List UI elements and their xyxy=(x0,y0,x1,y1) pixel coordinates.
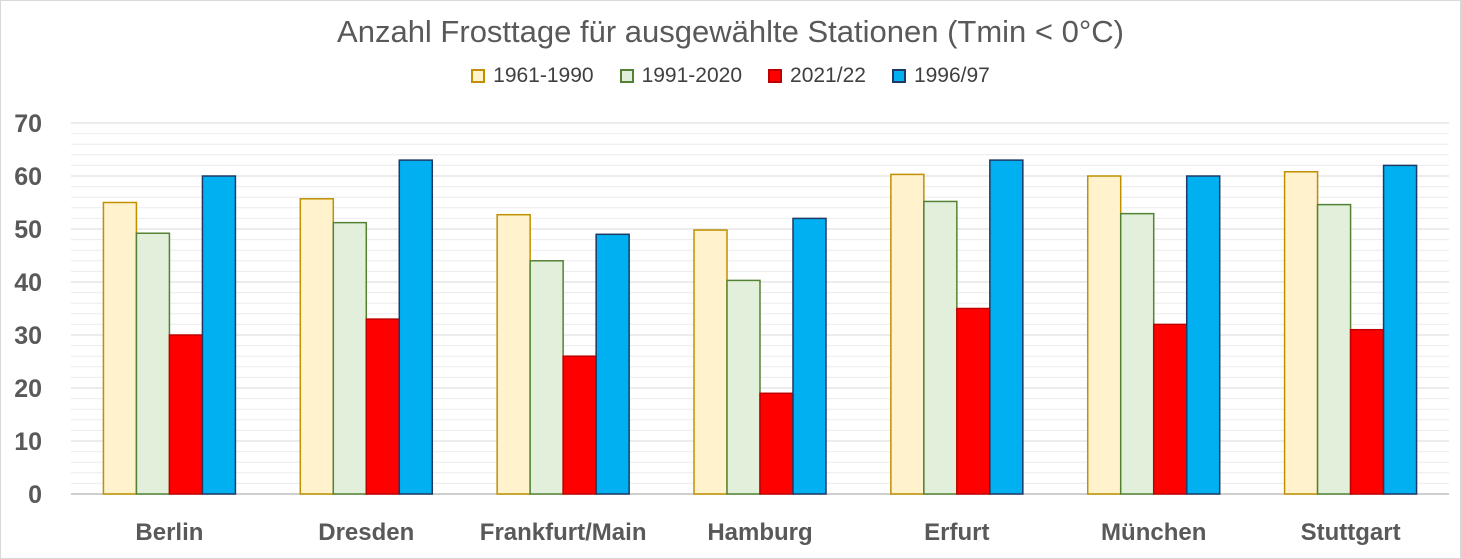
bar xyxy=(135,232,171,495)
bar xyxy=(890,173,925,495)
x-tick-label: Stuttgart xyxy=(1301,519,1401,546)
legend-item-1996-97: 1996/97 xyxy=(891,64,990,88)
bar xyxy=(529,260,564,495)
legend-label: 2021/22 xyxy=(790,64,866,87)
legend-item-1991-2020: 1991-2020 xyxy=(619,64,743,88)
bar xyxy=(398,159,434,495)
y-tick-label: 30 xyxy=(14,322,42,350)
bar xyxy=(726,279,761,495)
legend-label: 1991-2020 xyxy=(641,64,743,87)
bar xyxy=(1086,175,1122,495)
legend-swatch xyxy=(619,69,634,83)
bar xyxy=(759,392,794,495)
x-tick-label: Hamburg xyxy=(707,519,812,546)
y-tick-label: 60 xyxy=(14,163,42,191)
x-tick-label: Frankfurt/Main xyxy=(480,519,647,546)
bar xyxy=(562,355,597,495)
x-tick-label: Dresden xyxy=(318,519,414,546)
legend-item-2021-22: 2021/22 xyxy=(768,64,866,88)
bar xyxy=(956,307,991,495)
legend: 1961-1990 1991-2020 2021/22 1996/97 xyxy=(0,64,1461,88)
bar xyxy=(923,200,958,495)
bar xyxy=(168,334,204,495)
bar xyxy=(1349,328,1385,495)
y-tick-label: 40 xyxy=(14,269,42,297)
bar xyxy=(299,198,335,495)
y-tick-label: 50 xyxy=(14,216,42,244)
bar xyxy=(365,318,401,495)
legend-swatch xyxy=(471,69,486,83)
bar xyxy=(693,229,728,495)
bar xyxy=(1316,203,1352,495)
bar xyxy=(792,217,827,495)
bar xyxy=(102,201,138,495)
legend-label: 1961-1990 xyxy=(493,64,594,87)
x-tick-label: Berlin xyxy=(135,519,203,546)
y-tick-label: 0 xyxy=(28,481,42,509)
bar xyxy=(1283,171,1319,495)
bar xyxy=(201,175,237,495)
x-tick-label: München xyxy=(1101,519,1206,546)
bar xyxy=(1152,323,1188,495)
bar xyxy=(496,213,531,495)
bar xyxy=(595,233,630,495)
y-tick-label: 70 xyxy=(14,110,42,138)
bar xyxy=(1382,164,1418,495)
y-tick-label: 20 xyxy=(14,375,42,403)
legend-label: 1996/97 xyxy=(913,64,990,87)
bar xyxy=(1119,212,1155,495)
chart-title: Anzahl Frosttage für ausgewählte Station… xyxy=(337,14,1124,49)
legend-swatch xyxy=(891,69,906,83)
bar xyxy=(332,221,368,495)
x-tick-label: Erfurt xyxy=(924,519,989,546)
legend-item-1961-1990: 1961-1990 xyxy=(471,64,594,88)
y-tick-label: 10 xyxy=(14,428,42,456)
bar xyxy=(989,159,1024,495)
legend-swatch xyxy=(768,69,783,83)
bar xyxy=(1185,175,1221,495)
